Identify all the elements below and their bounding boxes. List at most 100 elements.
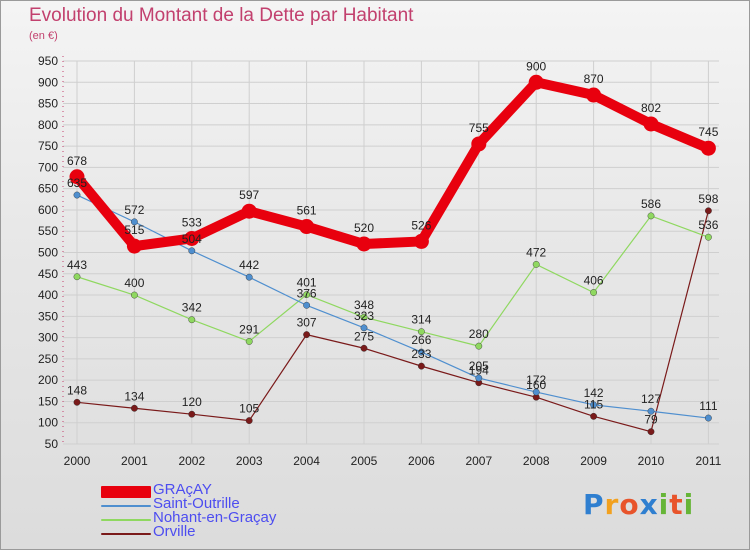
data-point bbox=[532, 261, 540, 268]
legend-swatch bbox=[101, 519, 151, 521]
data-point bbox=[475, 342, 483, 350]
data-point bbox=[303, 301, 310, 309]
x-tick-label: 2005 bbox=[351, 454, 378, 468]
data-label: 275 bbox=[354, 329, 374, 343]
x-tick-label: 2011 bbox=[695, 454, 721, 468]
x-tick-label: 2006 bbox=[408, 454, 435, 468]
data-label: 134 bbox=[124, 389, 144, 403]
data-label: 233 bbox=[411, 347, 431, 361]
logo-letter: x bbox=[639, 488, 659, 521]
data-label: 472 bbox=[526, 245, 546, 259]
y-tick-label: 650 bbox=[38, 182, 58, 196]
data-point bbox=[532, 388, 540, 396]
data-label: 504 bbox=[182, 232, 202, 246]
data-label: 194 bbox=[469, 364, 489, 378]
x-tick-label: 2009 bbox=[580, 454, 607, 468]
data-point bbox=[303, 331, 310, 339]
data-point bbox=[184, 230, 200, 246]
data-point bbox=[590, 412, 597, 420]
y-tick-label: 950 bbox=[38, 54, 58, 68]
data-point bbox=[188, 410, 196, 418]
data-label: 127 bbox=[641, 392, 661, 406]
data-label: 160 bbox=[526, 378, 546, 392]
x-tick-label: 2008 bbox=[523, 454, 550, 468]
data-label: 870 bbox=[584, 72, 604, 86]
data-label: 280 bbox=[469, 327, 489, 341]
x-tick-label: 2003 bbox=[236, 454, 263, 468]
data-label: 745 bbox=[698, 125, 718, 139]
y-tick-label: 500 bbox=[38, 246, 58, 260]
data-label: 307 bbox=[297, 316, 317, 330]
data-label: 443 bbox=[67, 258, 87, 272]
data-point bbox=[417, 362, 425, 370]
data-label: 205 bbox=[469, 359, 489, 373]
data-point bbox=[130, 291, 138, 299]
data-label: 520 bbox=[354, 221, 374, 235]
series-line bbox=[76, 194, 710, 419]
logo-letter: i bbox=[683, 488, 695, 521]
data-point bbox=[245, 273, 253, 281]
data-point bbox=[73, 273, 81, 281]
legend-swatch bbox=[101, 505, 151, 507]
data-point bbox=[590, 401, 597, 409]
data-point bbox=[475, 374, 483, 382]
data-label: 536 bbox=[698, 218, 718, 232]
x-tick-label: 2004 bbox=[293, 454, 320, 468]
data-point bbox=[245, 417, 253, 424]
data-label: 515 bbox=[124, 223, 144, 237]
legend-swatch bbox=[101, 533, 151, 535]
y-tick-label: 700 bbox=[38, 160, 58, 174]
x-tick-label: 2000 bbox=[64, 454, 91, 468]
data-point bbox=[130, 404, 138, 412]
data-label: 376 bbox=[297, 286, 317, 300]
data-label: 314 bbox=[411, 313, 431, 327]
data-label: 400 bbox=[124, 276, 144, 290]
y-tick-label: 600 bbox=[38, 203, 58, 217]
data-label: 586 bbox=[641, 197, 661, 211]
data-point bbox=[245, 338, 253, 345]
data-point bbox=[356, 236, 372, 252]
data-label: 120 bbox=[182, 395, 202, 409]
data-label: 172 bbox=[526, 373, 546, 387]
data-label: 755 bbox=[469, 121, 489, 135]
x-tick-label: 2002 bbox=[178, 454, 205, 468]
data-point bbox=[471, 136, 487, 152]
y-tick-label: 300 bbox=[38, 331, 58, 345]
data-point bbox=[241, 203, 257, 219]
y-tick-label: 250 bbox=[38, 352, 58, 366]
legend-swatch bbox=[101, 486, 151, 498]
data-point bbox=[73, 398, 81, 406]
y-tick-label: 350 bbox=[38, 309, 58, 323]
logo-letter: P bbox=[583, 488, 605, 521]
data-label: 142 bbox=[584, 386, 604, 400]
data-label: 342 bbox=[182, 301, 202, 315]
data-label: 79 bbox=[644, 413, 658, 427]
data-point bbox=[130, 218, 138, 226]
data-point bbox=[705, 233, 712, 241]
x-tick-label: 2001 bbox=[121, 454, 148, 468]
data-point bbox=[188, 247, 196, 255]
y-tick-label: 100 bbox=[38, 416, 58, 430]
proxiti-logo: Proxiti bbox=[583, 488, 694, 521]
legend-label: Saint-Outrille bbox=[153, 495, 240, 512]
data-point bbox=[647, 212, 655, 220]
data-label: 802 bbox=[641, 101, 661, 115]
data-label: 291 bbox=[239, 322, 259, 336]
data-point bbox=[643, 116, 659, 132]
legend-label: Nohant-en-Graçay bbox=[153, 509, 277, 526]
logo-letter: t bbox=[669, 488, 684, 521]
data-point bbox=[413, 233, 429, 249]
data-point bbox=[360, 324, 368, 332]
data-point bbox=[647, 407, 655, 415]
y-tick-label: 850 bbox=[38, 97, 58, 111]
data-label: 533 bbox=[182, 215, 202, 229]
data-label: 105 bbox=[239, 402, 259, 416]
data-point bbox=[647, 428, 655, 436]
y-tick-label: 800 bbox=[38, 118, 58, 132]
data-label: 635 bbox=[67, 176, 87, 190]
data-label: 115 bbox=[584, 397, 603, 411]
data-point bbox=[528, 74, 544, 90]
data-point bbox=[73, 191, 81, 199]
